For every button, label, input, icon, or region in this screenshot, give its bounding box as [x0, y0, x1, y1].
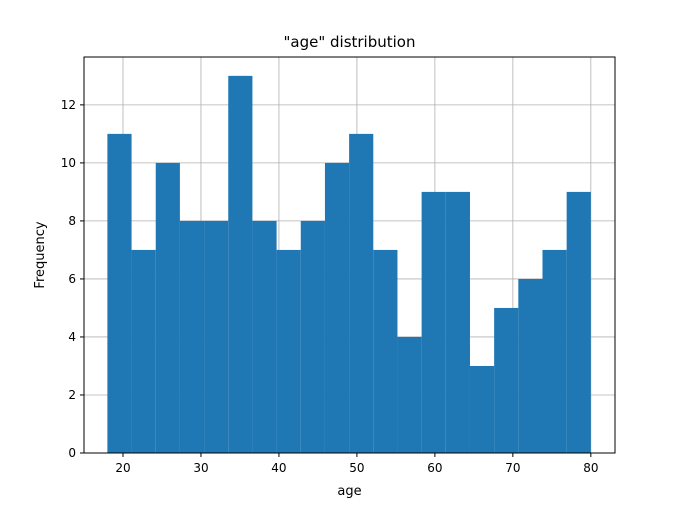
x-tick-label: 80	[583, 461, 598, 475]
y-tick-label: 6	[68, 272, 76, 286]
histogram-bar	[155, 162, 180, 453]
x-tick-label: 70	[505, 461, 520, 475]
histogram-bar	[107, 133, 132, 453]
y-tick-label: 0	[68, 446, 76, 460]
histogram-bars	[107, 75, 591, 453]
histogram-bar	[276, 249, 301, 453]
histogram-bar	[397, 336, 422, 453]
histogram-bar	[373, 249, 398, 453]
x-tick-label: 20	[115, 461, 130, 475]
y-axis-ticks: 0 2 4 6 8 10 12	[61, 98, 84, 460]
x-axis-ticks: 20 30 40 50 60 70 80	[115, 453, 598, 475]
y-tick-label: 12	[61, 98, 76, 112]
histogram-bar	[445, 191, 470, 453]
histogram-bar	[204, 220, 229, 453]
histogram-bar	[349, 133, 374, 453]
histogram-bar	[179, 220, 205, 453]
chart-title: "age" distribution	[284, 33, 416, 51]
x-tick-label: 30	[193, 461, 208, 475]
histogram-bar	[324, 162, 350, 453]
histogram-bar	[518, 278, 543, 453]
histogram-bar	[494, 307, 519, 453]
histogram-bar	[542, 249, 567, 453]
histogram-bar	[252, 220, 277, 453]
x-tick-label: 40	[271, 461, 286, 475]
axes-frame	[83, 56, 616, 454]
x-tick-label: 50	[349, 461, 364, 475]
x-axis-label: age	[337, 484, 361, 499]
x-tick-label: 60	[427, 461, 442, 475]
histogram-bar	[421, 191, 446, 453]
histogram-bar	[300, 220, 325, 453]
y-tick-label: 10	[61, 156, 76, 170]
y-axis-label: Frequency	[33, 221, 48, 288]
histogram-bar	[469, 365, 495, 453]
histogram-bar	[566, 191, 591, 453]
y-tick-label: 8	[68, 214, 76, 228]
histogram-bar	[131, 249, 156, 453]
y-tick-label: 4	[68, 330, 76, 344]
y-tick-label: 2	[68, 388, 76, 402]
histogram-bar	[228, 75, 253, 453]
